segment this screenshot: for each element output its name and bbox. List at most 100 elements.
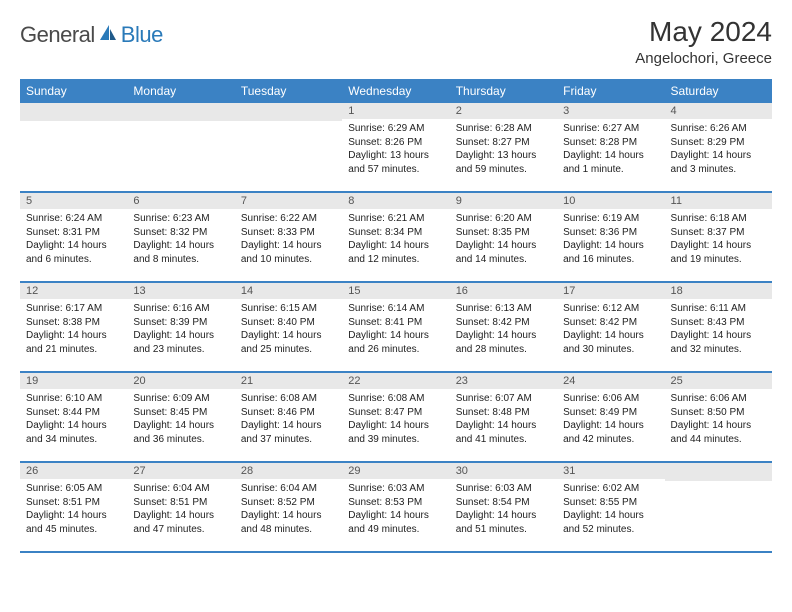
day-cell: 16Sunrise: 6:13 AMSunset: 8:42 PMDayligh… xyxy=(450,283,557,371)
sunrise-text: Sunrise: 6:24 AM xyxy=(26,212,121,226)
week-row: 1Sunrise: 6:29 AMSunset: 8:26 PMDaylight… xyxy=(20,103,772,193)
day-number: 21 xyxy=(235,373,342,389)
sunrise-text: Sunrise: 6:10 AM xyxy=(26,392,121,406)
day-cell: 10Sunrise: 6:19 AMSunset: 8:36 PMDayligh… xyxy=(557,193,664,281)
sunrise-text: Sunrise: 6:27 AM xyxy=(563,122,658,136)
day-body: Sunrise: 6:27 AMSunset: 8:28 PMDaylight:… xyxy=(557,119,664,180)
day-cell: 13Sunrise: 6:16 AMSunset: 8:39 PMDayligh… xyxy=(127,283,234,371)
daylight-text: Daylight: 14 hours and 49 minutes. xyxy=(348,509,443,536)
daylight-text: Daylight: 14 hours and 3 minutes. xyxy=(671,149,766,176)
day-body: Sunrise: 6:03 AMSunset: 8:54 PMDaylight:… xyxy=(450,479,557,540)
day-number: 31 xyxy=(557,463,664,479)
day-cell: 11Sunrise: 6:18 AMSunset: 8:37 PMDayligh… xyxy=(665,193,772,281)
sunset-text: Sunset: 8:42 PM xyxy=(563,316,658,330)
day-body: Sunrise: 6:19 AMSunset: 8:36 PMDaylight:… xyxy=(557,209,664,270)
day-number xyxy=(127,103,234,121)
day-cell: 31Sunrise: 6:02 AMSunset: 8:55 PMDayligh… xyxy=(557,463,664,551)
daylight-text: Daylight: 14 hours and 48 minutes. xyxy=(241,509,336,536)
day-cell: 1Sunrise: 6:29 AMSunset: 8:26 PMDaylight… xyxy=(342,103,449,191)
day-cell: 8Sunrise: 6:21 AMSunset: 8:34 PMDaylight… xyxy=(342,193,449,281)
day-body: Sunrise: 6:04 AMSunset: 8:51 PMDaylight:… xyxy=(127,479,234,540)
daylight-text: Daylight: 14 hours and 41 minutes. xyxy=(456,419,551,446)
day-cell: 14Sunrise: 6:15 AMSunset: 8:40 PMDayligh… xyxy=(235,283,342,371)
day-number: 30 xyxy=(450,463,557,479)
sunrise-text: Sunrise: 6:11 AM xyxy=(671,302,766,316)
day-number xyxy=(20,103,127,121)
sunrise-text: Sunrise: 6:19 AM xyxy=(563,212,658,226)
day-cell: 18Sunrise: 6:11 AMSunset: 8:43 PMDayligh… xyxy=(665,283,772,371)
day-cell: 12Sunrise: 6:17 AMSunset: 8:38 PMDayligh… xyxy=(20,283,127,371)
sunset-text: Sunset: 8:32 PM xyxy=(133,226,228,240)
day-number: 9 xyxy=(450,193,557,209)
day-number: 5 xyxy=(20,193,127,209)
day-body xyxy=(665,481,772,551)
day-body: Sunrise: 6:07 AMSunset: 8:48 PMDaylight:… xyxy=(450,389,557,450)
sunset-text: Sunset: 8:53 PM xyxy=(348,496,443,510)
dow-header: Tuesday xyxy=(235,79,342,103)
day-body: Sunrise: 6:22 AMSunset: 8:33 PMDaylight:… xyxy=(235,209,342,270)
day-number: 1 xyxy=(342,103,449,119)
daylight-text: Daylight: 14 hours and 52 minutes. xyxy=(563,509,658,536)
daylight-text: Daylight: 14 hours and 12 minutes. xyxy=(348,239,443,266)
sunset-text: Sunset: 8:35 PM xyxy=(456,226,551,240)
day-cell: 29 Sunrise: 6:03 AMSunset: 8:53 PMDayligh… xyxy=(342,463,449,551)
day-cell: 30Sunrise: 6:03 AMSunset: 8:54 PMDayligh… xyxy=(450,463,557,551)
day-number: 24 xyxy=(557,373,664,389)
sunset-text: Sunset: 8:33 PM xyxy=(241,226,336,240)
day-body: Sunrise: 6:10 AMSunset: 8:44 PMDaylight:… xyxy=(20,389,127,450)
daylight-text: Daylight: 14 hours and 14 minutes. xyxy=(456,239,551,266)
day-cell: 27Sunrise: 6:04 AMSunset: 8:51 PMDayligh… xyxy=(127,463,234,551)
sunrise-text: Sunrise: 6:03 AM xyxy=(456,482,551,496)
sunrise-text: Sunrise: 6:08 AM xyxy=(241,392,336,406)
day-number: 11 xyxy=(665,193,772,209)
day-number: 17 xyxy=(557,283,664,299)
sunrise-text: Sunrise: 6:04 AM xyxy=(241,482,336,496)
day-cell xyxy=(20,103,127,191)
sunrise-text: Sunrise: 6:13 AM xyxy=(456,302,551,316)
day-body: Sunrise: 6:13 AMSunset: 8:42 PMDaylight:… xyxy=(450,299,557,360)
day-body: Sunrise: 6:17 AMSunset: 8:38 PMDaylight:… xyxy=(20,299,127,360)
day-cell: 6Sunrise: 6:23 AMSunset: 8:32 PMDaylight… xyxy=(127,193,234,281)
day-body: Sunrise: 6:06 AMSunset: 8:49 PMDaylight:… xyxy=(557,389,664,450)
day-cell: 7Sunrise: 6:22 AMSunset: 8:33 PMDaylight… xyxy=(235,193,342,281)
sunrise-text: Sunrise: 6:03 AM xyxy=(348,482,443,496)
day-number: 3 xyxy=(557,103,664,119)
day-cell xyxy=(127,103,234,191)
sunset-text: Sunset: 8:36 PM xyxy=(563,226,658,240)
day-number: 29 xyxy=(342,463,449,479)
sunset-text: Sunset: 8:37 PM xyxy=(671,226,766,240)
week-row: 12Sunrise: 6:17 AMSunset: 8:38 PMDayligh… xyxy=(20,283,772,373)
day-cell: 26Sunrise: 6:05 AMSunset: 8:51 PMDayligh… xyxy=(20,463,127,551)
day-number: 16 xyxy=(450,283,557,299)
sunrise-text: Sunrise: 6:12 AM xyxy=(563,302,658,316)
daylight-text: Daylight: 14 hours and 36 minutes. xyxy=(133,419,228,446)
day-cell: 19Sunrise: 6:10 AMSunset: 8:44 PMDayligh… xyxy=(20,373,127,461)
daylight-text: Daylight: 14 hours and 39 minutes. xyxy=(348,419,443,446)
daylight-text: Daylight: 14 hours and 25 minutes. xyxy=(241,329,336,356)
logo: General Blue xyxy=(20,16,163,48)
day-body: Sunrise: 6:28 AMSunset: 8:27 PMDaylight:… xyxy=(450,119,557,180)
sunrise-text: Sunrise: 6:22 AM xyxy=(241,212,336,226)
sunset-text: Sunset: 8:48 PM xyxy=(456,406,551,420)
dow-header: Thursday xyxy=(450,79,557,103)
daylight-text: Daylight: 14 hours and 34 minutes. xyxy=(26,419,121,446)
sunrise-text: Sunrise: 6:29 AM xyxy=(348,122,443,136)
sunset-text: Sunset: 8:41 PM xyxy=(348,316,443,330)
day-body: Sunrise: 6:11 AMSunset: 8:43 PMDaylight:… xyxy=(665,299,772,360)
sunset-text: Sunset: 8:31 PM xyxy=(26,226,121,240)
weeks-container: 1Sunrise: 6:29 AMSunset: 8:26 PMDaylight… xyxy=(20,103,772,553)
day-number: 14 xyxy=(235,283,342,299)
sunrise-text: Sunrise: 6:06 AM xyxy=(671,392,766,406)
daylight-text: Daylight: 14 hours and 10 minutes. xyxy=(241,239,336,266)
day-cell: 22Sunrise: 6:08 AMSunset: 8:47 PMDayligh… xyxy=(342,373,449,461)
dow-header: Wednesday xyxy=(342,79,449,103)
daylight-text: Daylight: 14 hours and 45 minutes. xyxy=(26,509,121,536)
day-number: 28 xyxy=(235,463,342,479)
sunrise-text: Sunrise: 6:08 AM xyxy=(348,392,443,406)
day-number: 27 xyxy=(127,463,234,479)
sunrise-text: Sunrise: 6:05 AM xyxy=(26,482,121,496)
day-cell: 21Sunrise: 6:08 AMSunset: 8:46 PMDayligh… xyxy=(235,373,342,461)
daylight-text: Daylight: 14 hours and 6 minutes. xyxy=(26,239,121,266)
week-row: 26Sunrise: 6:05 AMSunset: 8:51 PMDayligh… xyxy=(20,463,772,553)
day-body: Sunrise: 6:24 AMSunset: 8:31 PMDaylight:… xyxy=(20,209,127,270)
